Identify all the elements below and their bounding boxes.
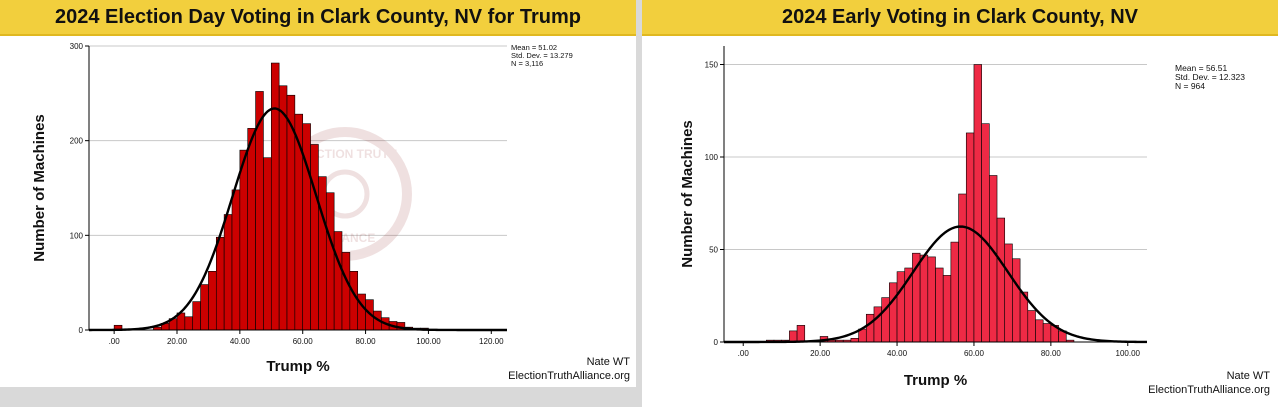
watermark-text: ELECTION TRUTH — [293, 147, 398, 161]
histogram-bar — [310, 144, 319, 331]
histogram-bar — [192, 301, 201, 331]
histogram-bar — [333, 231, 343, 331]
x-tick-label: 60.00 — [964, 349, 985, 358]
x-axis-label: Trump % — [266, 358, 329, 375]
histogram-bar — [989, 175, 998, 343]
credit-site: ElectionTruthAlliance.org — [1148, 384, 1270, 396]
stats-label: Std. Dev. = 13.279 — [511, 51, 573, 60]
histogram-bar — [231, 189, 241, 331]
credit-author: Nate WT — [586, 356, 630, 368]
y-axis-label: Number of Machines — [679, 120, 696, 268]
histogram-bar — [263, 157, 272, 331]
histogram-bar — [919, 254, 929, 343]
histogram-bar — [208, 271, 217, 331]
histogram-bar — [294, 113, 304, 331]
x-tick-label: 20.00 — [810, 349, 831, 358]
histogram-bar — [1004, 243, 1013, 343]
histogram-bar — [865, 313, 875, 343]
histogram-bar — [349, 271, 359, 331]
x-axis-label: Trump % — [904, 372, 967, 389]
credit-site: ElectionTruthAlliance.org — [508, 370, 630, 382]
histogram-bar — [965, 132, 975, 343]
stats-label: Std. Dev. = 12.323 — [1175, 72, 1245, 82]
chart-title: 2024 Early Voting in Clark County, NV — [642, 0, 1278, 36]
histogram-bar — [996, 217, 1006, 343]
histogram-bar — [1035, 319, 1044, 343]
y-axis-label: Number of Machines — [31, 114, 48, 262]
credit-block: Nate WT ElectionTruthAlliance.org — [508, 355, 630, 383]
y-tick-label: 50 — [709, 246, 718, 255]
histogram-bar — [896, 271, 906, 343]
credit-block: Nate WT ElectionTruthAlliance.org — [1148, 369, 1270, 397]
stats-label: N = 3,116 — [511, 59, 543, 68]
histogram-bar — [942, 275, 952, 343]
histogram-bar — [950, 241, 959, 343]
y-tick-label: 0 — [714, 338, 719, 347]
x-tick-label: 100.00 — [416, 337, 441, 346]
chart-panel-early-voting: 2024 Early Voting in Clark County, NV 0 5… — [642, 0, 1278, 407]
histogram-bar — [200, 284, 209, 331]
y-tick-label: 300 — [70, 42, 84, 51]
histogram-bar — [270, 62, 280, 331]
stats-label: Mean = 56.51 — [1175, 63, 1227, 73]
histogram-bar — [184, 316, 194, 331]
y-tick-label: 100 — [705, 153, 719, 162]
normal-curve — [724, 225, 1148, 344]
x-tick-label: 80.00 — [1041, 349, 1062, 358]
x-tick-label: 60.00 — [293, 337, 314, 346]
histogram-bar — [223, 214, 233, 331]
histogram-bar — [935, 267, 944, 343]
x-tick-label: 20.00 — [167, 337, 188, 346]
x-tick-label: 40.00 — [887, 349, 908, 358]
histogram-bar — [981, 123, 990, 343]
histogram-early-voting: 0 50 100 150 .00 20.00 40.00 60.00 80.00 100.00 Me… — [679, 46, 1245, 389]
histogram-bar — [278, 85, 288, 331]
histogram-bar — [1042, 323, 1052, 343]
x-tick-label: 120.00 — [479, 337, 504, 346]
x-tick-label: 100.00 — [1116, 349, 1141, 358]
stats-label: Mean = 51.02 — [511, 43, 557, 52]
histogram-bar — [1012, 258, 1021, 343]
x-tick-label: .00 — [109, 337, 121, 346]
histogram-bar — [341, 252, 351, 331]
histogram-bar — [318, 176, 327, 331]
stats-label: N = 964 — [1175, 81, 1205, 91]
histogram-bar — [889, 282, 898, 343]
histogram-bar — [873, 306, 882, 343]
histogram-bar — [927, 256, 936, 343]
histogram-bar — [958, 193, 967, 343]
chart-title: 2024 Election Day Voting in Clark County… — [0, 0, 636, 36]
chart-panel-election-day: 2024 Election Day Voting in Clark County… — [0, 0, 636, 387]
histogram-bar — [239, 149, 249, 331]
y-tick-label: 200 — [70, 137, 84, 146]
histogram-bar — [796, 325, 806, 343]
histogram-bar — [215, 236, 225, 331]
x-tick-label: 40.00 — [230, 337, 251, 346]
histogram-bar — [247, 128, 256, 331]
x-tick-label: .00 — [738, 349, 750, 358]
histogram-bar — [789, 330, 798, 343]
x-tick-label: 80.00 — [356, 337, 377, 346]
histogram-bar — [850, 337, 859, 343]
histogram-bar — [1027, 310, 1036, 343]
histogram-bar — [325, 192, 335, 331]
y-tick-label: 0 — [79, 326, 84, 335]
y-tick-label: 100 — [70, 231, 84, 240]
normal-curve — [89, 107, 507, 332]
histogram-bar — [973, 64, 982, 343]
y-tick-label: 150 — [705, 61, 719, 70]
credit-author: Nate WT — [1226, 370, 1270, 382]
